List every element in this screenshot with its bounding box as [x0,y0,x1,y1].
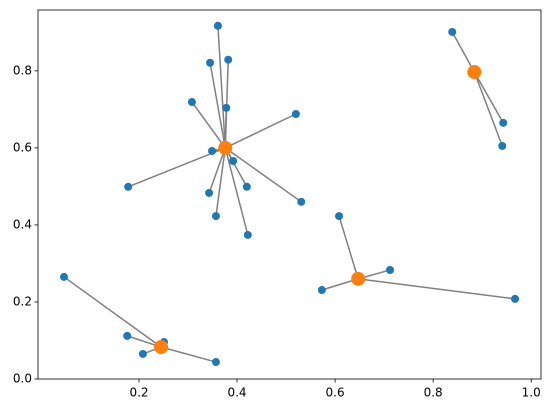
assignment-line [209,62,227,149]
data-point [211,358,220,367]
cluster-center [351,271,366,286]
data-point [205,188,214,197]
assignment-line [191,101,226,149]
cluster-center [467,65,482,80]
assignment-line [127,147,226,188]
x-tick-label: 0.6 [326,386,345,400]
data-point [386,265,395,274]
y-tick-label: 0.6 [13,140,32,154]
assignment-line [358,278,516,300]
x-tick-label: 0.2 [129,386,148,400]
x-tick-label: 1.0 [522,386,541,400]
data-point [123,331,132,340]
assignment-line [224,147,302,203]
assignment-line [160,346,217,363]
data-point [222,103,231,112]
x-tick-label: 0.4 [227,386,246,400]
data-point [138,349,147,358]
y-tick-label: 0.0 [13,372,32,386]
assignment-line [217,25,227,148]
cluster-center [154,340,169,355]
data-point [243,230,252,239]
cluster-center [218,140,233,155]
data-point [499,118,508,127]
data-point [213,21,222,30]
data-point [206,58,215,67]
assignment-line [63,276,162,348]
y-tick-label: 0.8 [13,63,32,77]
data-point [511,294,520,303]
data-point [498,141,507,150]
assignment-line [208,147,226,194]
assignment-line [451,31,475,73]
data-point [335,212,344,221]
y-tick-label: 0.4 [13,217,32,231]
data-point [211,212,220,221]
assignment-line [224,147,249,236]
data-point [297,197,306,206]
assignment-line [224,147,248,188]
assignment-line [215,147,227,217]
data-point [448,27,457,36]
data-point [59,272,68,281]
assignment-line [473,71,503,147]
data-point [187,98,196,107]
data-point [317,286,326,295]
data-point [242,182,251,191]
assignment-line [224,113,297,149]
data-point [229,156,238,165]
data-point [224,55,233,64]
y-tick-label: 0.2 [13,294,32,308]
x-tick-label: 0.8 [424,386,443,400]
assignment-line [338,215,359,280]
data-point [208,146,217,155]
assignment-line [473,71,504,124]
data-point [291,109,300,118]
plot-frame [37,9,542,380]
data-point [124,182,133,191]
